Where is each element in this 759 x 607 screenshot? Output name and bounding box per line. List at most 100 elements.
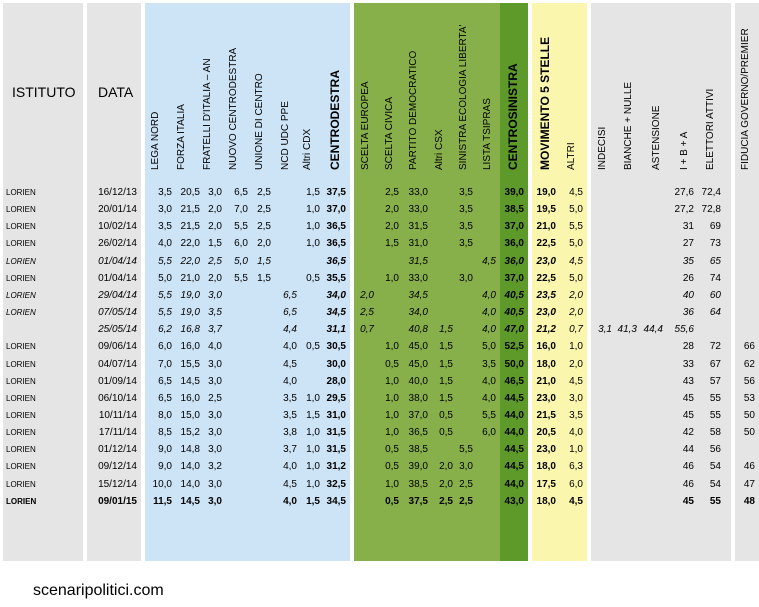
cell-value: 1,5	[439, 375, 453, 387]
cell-value: 1,5	[208, 238, 222, 250]
cell-value: 44,0	[504, 409, 524, 421]
cell-value: 36,0	[504, 238, 524, 250]
cell-value: 4,5	[569, 375, 583, 387]
cell-value: 4,0	[158, 238, 172, 250]
cell-value: 19,0	[180, 307, 200, 319]
cell-istituto: LORIEN	[6, 239, 36, 249]
cell-value: 40,8	[408, 324, 428, 336]
cell-value: 69	[709, 221, 721, 233]
cell-value: 29,5	[326, 392, 346, 404]
cell-value: 3,0	[208, 375, 222, 387]
cell-date: 01/04/14	[98, 272, 137, 284]
cell-value: 27,6	[674, 187, 694, 198]
cell-date: 26/02/14	[98, 238, 137, 250]
cell-value: 28,0	[326, 375, 346, 387]
cell-value: 40	[682, 289, 694, 301]
header-col-14: CENTROSINISTRA	[506, 63, 520, 170]
cell-value: 1,0	[385, 272, 399, 284]
cell-value: 44,0	[504, 478, 524, 490]
cell-value: 2,5	[257, 221, 271, 233]
cell-value: 1,5	[257, 272, 271, 284]
cell-value: 19,5	[536, 204, 556, 216]
cell-value: 5,5	[158, 307, 172, 319]
m5s-group-bg	[532, 3, 587, 561]
cell-value: 1,5	[439, 392, 453, 404]
cell-value: 2,0	[385, 204, 399, 216]
cell-value: 27,2	[674, 204, 694, 216]
cell-istituto: LORIEN	[6, 256, 36, 266]
cell-value: 3,0	[208, 289, 222, 301]
cell-value: 4,0	[283, 461, 297, 473]
cell-value: 50	[743, 409, 755, 421]
cell-value: 1,0	[385, 427, 399, 439]
cell-value: 1,0	[306, 238, 320, 250]
cell-value: 36	[682, 307, 694, 319]
cell-date: 01/09/14	[98, 375, 137, 387]
cell-istituto: LORIEN	[6, 205, 36, 215]
cell-value: 66	[743, 341, 755, 353]
cell-value: 23,0	[536, 255, 556, 267]
cell-value: 35	[682, 255, 694, 267]
cell-istituto: LORIEN	[6, 290, 36, 300]
cell-value: 0,5	[385, 461, 399, 473]
cell-value: 21,5	[180, 204, 200, 216]
cell-value: 43,0	[504, 495, 524, 507]
cell-value: 4,5	[569, 495, 583, 507]
cell-value: 0,5	[385, 444, 399, 456]
cell-value: 55,6	[674, 324, 694, 336]
cell-value: 6,5	[158, 392, 172, 404]
cell-value: 38,5	[408, 444, 428, 456]
cell-value: 44	[682, 444, 694, 456]
cell-value: 2,0	[439, 461, 453, 473]
cell-value: 1,0	[306, 478, 320, 490]
cell-value: 1,5	[257, 255, 271, 267]
cell-value: 1,5	[306, 495, 320, 507]
cell-value: 5,0	[158, 272, 172, 284]
cell-value: 37,0	[504, 272, 524, 284]
cell-istituto: LORIEN	[6, 428, 36, 438]
cell-value: 6,0	[234, 238, 248, 250]
cell-value: 38,0	[408, 392, 428, 404]
header-col-12: SINISTRA ECOLOGIA LIBERTA'	[458, 24, 469, 170]
cell-value: 37,5	[408, 495, 428, 507]
cell-istituto: LORIEN	[6, 479, 36, 489]
cell-value: 15,5	[180, 358, 200, 370]
cell-value: 18,0	[536, 495, 556, 507]
header-col-6: Altri CDX	[302, 128, 313, 170]
centrodestra-group-bg	[145, 3, 350, 561]
cell-value: 6,0	[158, 341, 172, 353]
cell-value: 0,5	[439, 427, 453, 439]
cell-value: 5,0	[234, 255, 248, 267]
cell-value: 6,5	[283, 289, 297, 301]
cell-value: 2,0	[208, 221, 222, 233]
cell-value: 33,0	[408, 272, 428, 284]
cell-value: 42	[682, 427, 694, 439]
cell-value: 19,0	[180, 289, 200, 301]
cell-value: 31,5	[408, 255, 428, 267]
cell-value: 5,0	[569, 204, 583, 216]
cell-value: 4,4	[283, 324, 297, 336]
header-col-2: FRATELLI D'ITALIA – AN	[202, 58, 213, 170]
cell-value: 11,5	[153, 495, 172, 507]
cell-value: 31,1	[326, 324, 346, 336]
cell-date: 25/05/14	[98, 324, 137, 336]
cell-istituto: LORIEN	[6, 410, 36, 420]
cell-value: 37,5	[326, 187, 346, 198]
cell-value: 40,5	[504, 307, 524, 319]
cell-value: 45,0	[408, 341, 428, 353]
header-col-11: Altri CSX	[434, 129, 445, 170]
cell-value: 4,0	[283, 375, 297, 387]
cell-value: 33,0	[408, 204, 428, 216]
cell-value: 10,0	[152, 478, 172, 490]
cell-value: 67	[709, 358, 721, 370]
cell-date: 16/12/13	[98, 187, 137, 198]
cell-value: 44,5	[504, 392, 524, 404]
cell-value: 6,2	[158, 324, 172, 336]
header-col-15: MOVIMENTO 5 STELLE	[538, 36, 552, 170]
header-col-4: UNIONE DI CENTRO	[254, 73, 265, 170]
header-col-1: FORZA ITALIA	[176, 104, 187, 170]
cell-value: 2,5	[385, 187, 399, 198]
header-col-17: INDECISI	[597, 126, 608, 170]
cell-value: 1,0	[385, 392, 399, 404]
cell-value: 3,0	[158, 204, 172, 216]
